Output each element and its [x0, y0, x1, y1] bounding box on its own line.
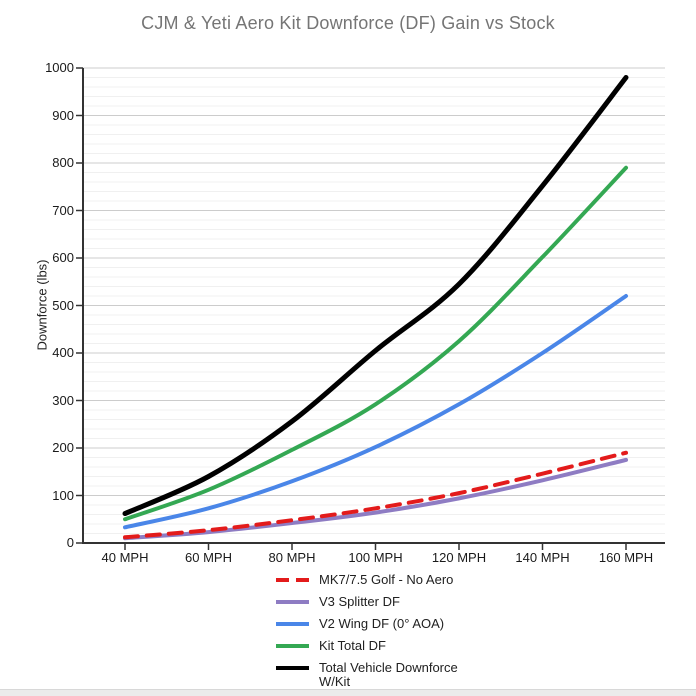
legend-label: V3 Splitter DF: [319, 594, 400, 609]
x-tick-label: 80 MPH: [268, 550, 316, 565]
x-tick-label: 60 MPH: [185, 550, 232, 565]
y-tick-label: 100: [52, 487, 74, 503]
x-tick-label: 120 MPH: [431, 550, 487, 565]
legend-item: Kit Total DF: [276, 639, 458, 653]
chart-legend: MK7/7.5 Golf - No Aero V3 Splitter DF V2 W…: [276, 573, 458, 696]
legend-label: MK7/7.5 Golf - No Aero: [319, 572, 454, 587]
legend-label: V2 Wing DF (0° AOA): [319, 616, 445, 631]
x-tick-label: 160 MPH: [598, 550, 654, 565]
x-tick-label: 40 MPH: [101, 550, 149, 565]
bottom-bar: [0, 689, 696, 696]
gridlines-minor: [83, 77, 665, 534]
legend-swatch-icon: [276, 600, 309, 604]
chart-title: CJM & Yeti Aero Kit Downforce (DF) Gain …: [141, 13, 555, 33]
y-tick-label: 1000: [45, 60, 74, 75]
y-tick-label: 700: [52, 202, 74, 218]
y-tick-label: 500: [52, 297, 74, 313]
legend-swatch-icon: [276, 578, 309, 582]
gridlines-major: [83, 67, 665, 496]
series-line-5: [122, 75, 629, 517]
legend-swatch-icon: [276, 644, 309, 648]
y-tick-label: 900: [52, 107, 74, 123]
y-tick-label: 800: [52, 155, 74, 170]
series-line-4: [123, 165, 628, 522]
axes: [76, 67, 665, 550]
series-line-3: [123, 294, 628, 530]
y-tick-label: 0: [66, 535, 74, 550]
legend-item: MK7/7.5 Golf - No Aero: [276, 573, 458, 587]
y-tick-label: 300: [52, 392, 74, 408]
legend-item: V2 Wing DF (0° AOA): [276, 617, 458, 631]
y-tick-label: 400: [52, 345, 74, 360]
legend-swatch-icon: [276, 666, 309, 670]
series-line-2: [123, 457, 628, 541]
legend-item: Total Vehicle Downforce W/Kit: [276, 661, 458, 689]
legend-item: V3 Splitter DF: [276, 595, 458, 609]
x-tick-label: 100 MPH: [348, 550, 403, 565]
y-tick-label: 200: [52, 440, 74, 455]
data-series: [122, 75, 629, 541]
y-tick-label: 600: [52, 250, 74, 265]
legend-swatch-icon: [276, 622, 309, 626]
legend-label: Kit Total DF: [319, 638, 386, 653]
series-line-1: [123, 450, 628, 540]
legend-label: Total Vehicle Downforce W/Kit: [319, 660, 458, 689]
x-tick-label: 140 MPH: [515, 550, 570, 565]
